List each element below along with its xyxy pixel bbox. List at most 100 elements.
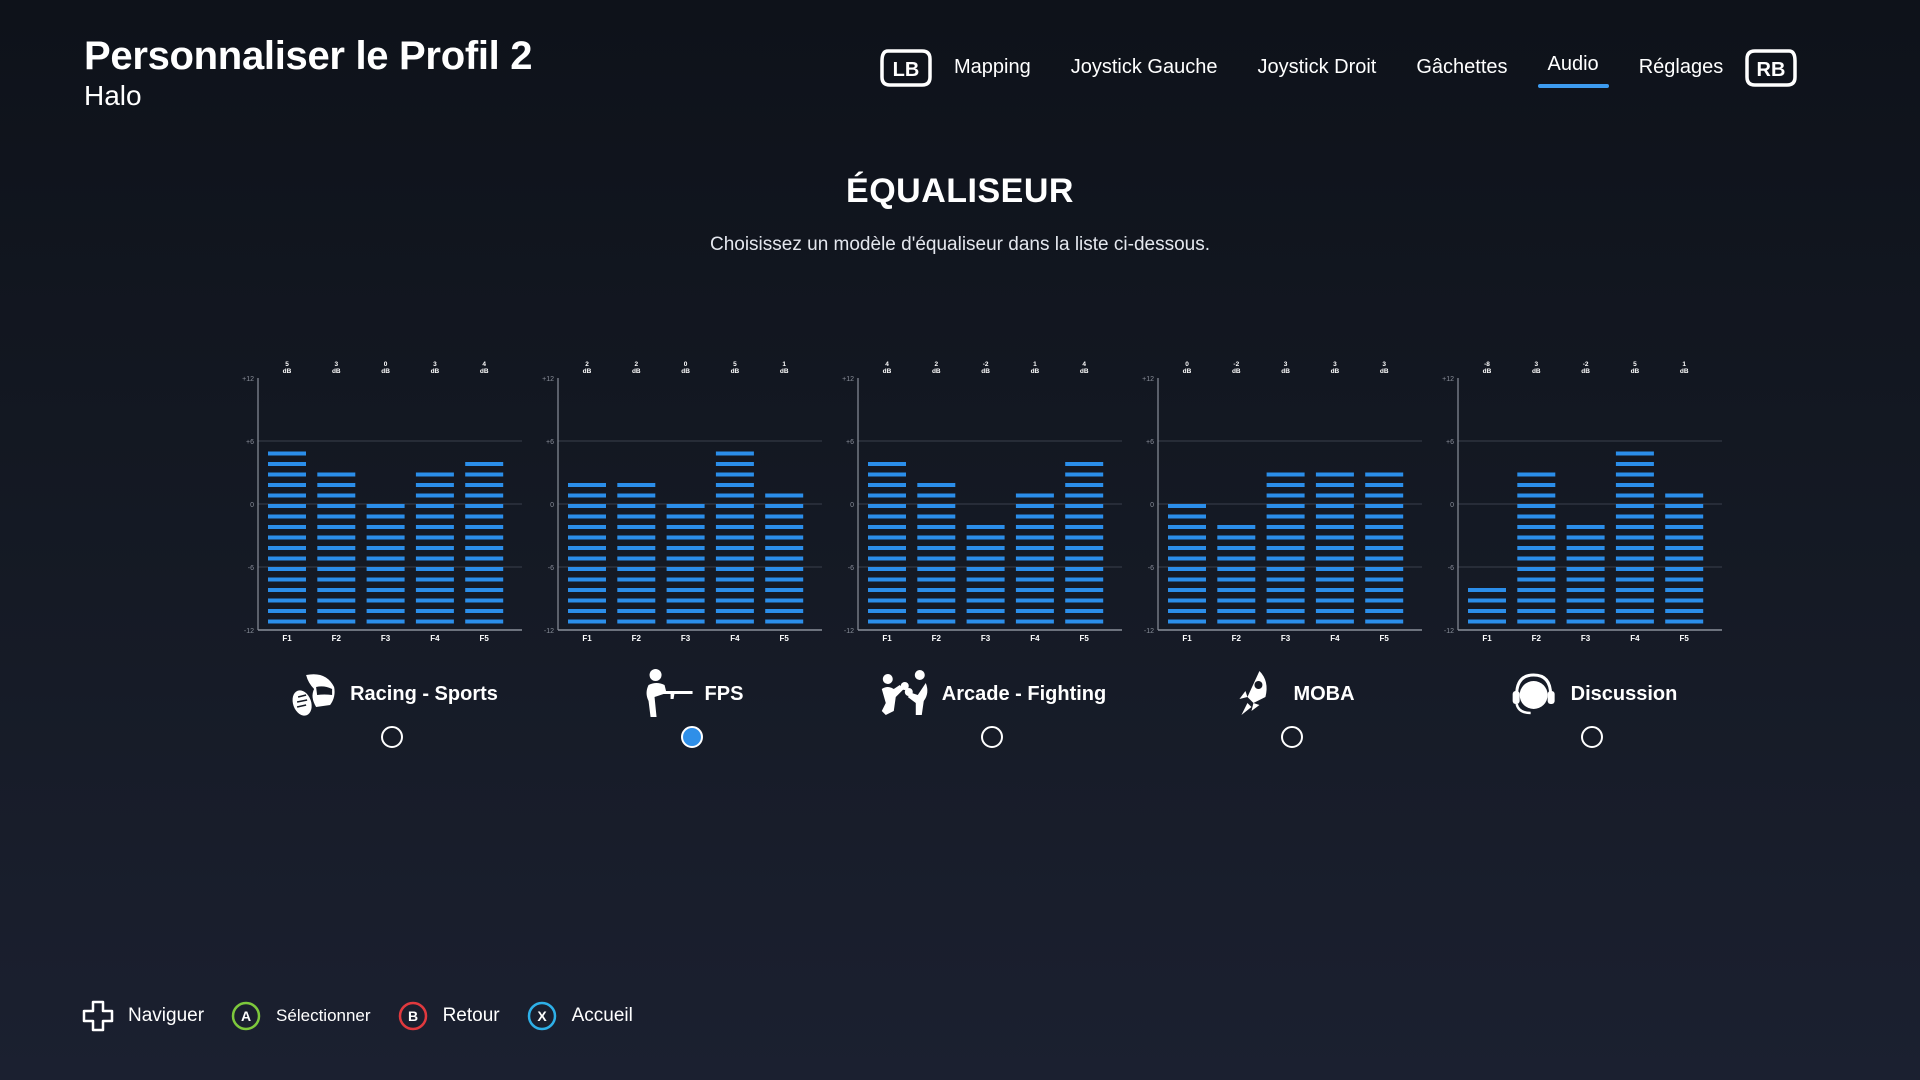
tab-audio[interactable]: Audio	[1537, 41, 1609, 88]
eq-bar-segment	[1168, 609, 1206, 613]
preset-radio-moba[interactable]	[1281, 726, 1303, 748]
eq-value-label: 5	[733, 361, 737, 368]
eq-value-label: 1	[1682, 361, 1686, 368]
eq-bar-segment	[1315, 514, 1354, 519]
eq-bar-segment	[966, 525, 1005, 529]
eq-y-tick-label: +12	[1142, 376, 1154, 383]
tab-reglages[interactable]: Réglages	[1638, 56, 1724, 78]
eq-bar-segment	[1168, 504, 1206, 508]
eq-bar-segment	[617, 504, 656, 508]
preset-racing-sports[interactable]: Racing - Sports	[286, 664, 498, 724]
eq-bar-segment	[1168, 514, 1206, 519]
eq-bar-segment	[1665, 609, 1704, 613]
eq-bar-segment	[917, 504, 956, 508]
eq-bar-segment	[617, 483, 656, 487]
eq-bar-segment	[1665, 577, 1704, 582]
rb-bumper-icon[interactable]: RB	[1743, 47, 1799, 89]
preset-radio-racing-sports[interactable]	[381, 726, 403, 748]
eq-bar-segment	[1615, 567, 1654, 571]
eq-bar-segment	[1517, 514, 1556, 519]
eq-bar-segment	[1217, 609, 1256, 613]
eq-bar-segment	[1365, 535, 1404, 540]
eq-bar-segment	[765, 598, 804, 603]
eq-unit-label: dB	[381, 368, 390, 375]
eq-bar-segment	[1168, 546, 1206, 550]
eq-bar-segment	[1615, 493, 1654, 498]
eq-category-label: F5	[480, 634, 490, 643]
eq-bar-segment	[568, 556, 606, 561]
x-button-icon: X	[527, 1001, 556, 1031]
eq-chart-fps[interactable]: +12 +6 0 -6 -12 2 dB F1 2 dB F2 0 dB F3 5 dB F4 1 dB F5	[540, 358, 840, 648]
hint-label: Retour	[442, 1005, 500, 1026]
preset-radio-discussion[interactable]	[1581, 726, 1603, 748]
eq-chart-moba[interactable]: +12 +6 0 -6 -12 0 dB F1 -2 dB F2 3 dB F3 3 dB F4 3 dB F5	[1140, 358, 1440, 648]
preset-radio-arcade-fighting[interactable]	[981, 726, 1003, 748]
eq-bar-segment	[366, 514, 405, 519]
b-button-label: B	[408, 1008, 418, 1024]
eq-bar-segment	[868, 535, 906, 540]
eq-bar-segment	[317, 598, 356, 603]
eq-category-label: F4	[1030, 634, 1040, 643]
tab-joystick-gauche[interactable]: Joystick Gauche	[1070, 56, 1218, 78]
eq-bar-segment	[1015, 546, 1054, 550]
eq-bar-segment	[1365, 598, 1404, 603]
eq-bar-segment	[1615, 514, 1654, 519]
eq-bar-segment	[415, 546, 454, 550]
eq-category-label: F2	[332, 634, 342, 643]
eq-bar-segment	[1566, 567, 1605, 571]
eq-bar-segment	[1517, 525, 1556, 529]
preset-fps[interactable]: FPS	[641, 664, 743, 724]
eq-bar-segment	[465, 504, 504, 508]
tab-gachettes[interactable]: Gâchettes	[1416, 56, 1508, 78]
eq-category-label: F1	[282, 634, 292, 643]
eq-value-label: 2	[585, 361, 589, 368]
tab-mapping[interactable]: Mapping	[954, 56, 1031, 78]
eq-bar-segment	[868, 577, 906, 582]
eq-bar-segment	[1065, 609, 1104, 613]
eq-bar-f1	[868, 462, 906, 624]
eq-bar-segment	[1065, 619, 1104, 624]
eq-bar-segment	[715, 546, 754, 550]
dpad-icon	[82, 1000, 114, 1032]
eq-bar-segment	[268, 525, 306, 529]
eq-bar-segment	[917, 525, 956, 529]
eq-chart-racing-sports[interactable]: +12 +6 0 -6 -12 5 dB F1 3 dB F2 0 dB F3 3 dB F4 4 dB F5	[240, 358, 540, 648]
eq-bar-segment	[268, 556, 306, 561]
eq-bar-segment	[765, 588, 804, 592]
eq-category-label: F3	[1581, 634, 1591, 643]
eq-bar-segment	[1566, 609, 1605, 613]
a-button-icon: A	[231, 1001, 261, 1031]
page-header: Personnaliser le Profil 2 Halo	[84, 34, 533, 112]
eq-bar-segment	[465, 577, 504, 582]
eq-bar-segment	[366, 504, 405, 508]
eq-bar-segment	[415, 567, 454, 571]
eq-bar-segment	[1365, 472, 1404, 477]
preset-radio-fps[interactable]	[681, 726, 703, 748]
lb-bumper-icon[interactable]: LB	[878, 47, 934, 89]
eq-chart-discussion[interactable]: +12 +6 0 -6 -12 -8 dB F1 3 dB F2 -2 dB F3 5 dB F4 1 dB F5	[1440, 358, 1740, 648]
eq-bar-segment	[415, 556, 454, 561]
headset-icon	[1512, 673, 1555, 715]
preset-arcade-fighting[interactable]: Arcade - Fighting	[878, 664, 1106, 724]
eq-chart-arcade-fighting[interactable]: +12 +6 0 -6 -12 4 dB F1 2 dB F2 -2 dB F3 1 dB F4 4 dB F5	[840, 358, 1140, 648]
eq-bar-segment	[917, 546, 956, 550]
preset-moba[interactable]: MOBA	[1229, 664, 1355, 724]
eq-bar-segment	[268, 493, 306, 498]
eq-bar-segment	[415, 577, 454, 582]
eq-bar-segment	[568, 577, 606, 582]
tab-joystick-droit[interactable]: Joystick Droit	[1257, 56, 1377, 78]
eq-bar-segment	[1615, 598, 1654, 603]
eq-bar-segment	[1315, 619, 1354, 624]
eq-bar-segment	[1365, 514, 1404, 519]
eq-unit-label: dB	[1031, 368, 1040, 375]
eq-bar-segment	[1015, 577, 1054, 582]
eq-bar-segment	[1015, 619, 1054, 624]
eq-bar-segment	[715, 504, 754, 508]
eq-bar-segment	[1566, 535, 1605, 540]
preset-discussion[interactable]: Discussion	[1507, 664, 1677, 724]
eq-bar-segment	[666, 598, 705, 603]
eq-y-tick-label: +6	[1446, 439, 1454, 446]
eq-bar-segment	[317, 556, 356, 561]
eq-bar-segment	[715, 556, 754, 561]
b-button-icon: B	[398, 1001, 427, 1031]
